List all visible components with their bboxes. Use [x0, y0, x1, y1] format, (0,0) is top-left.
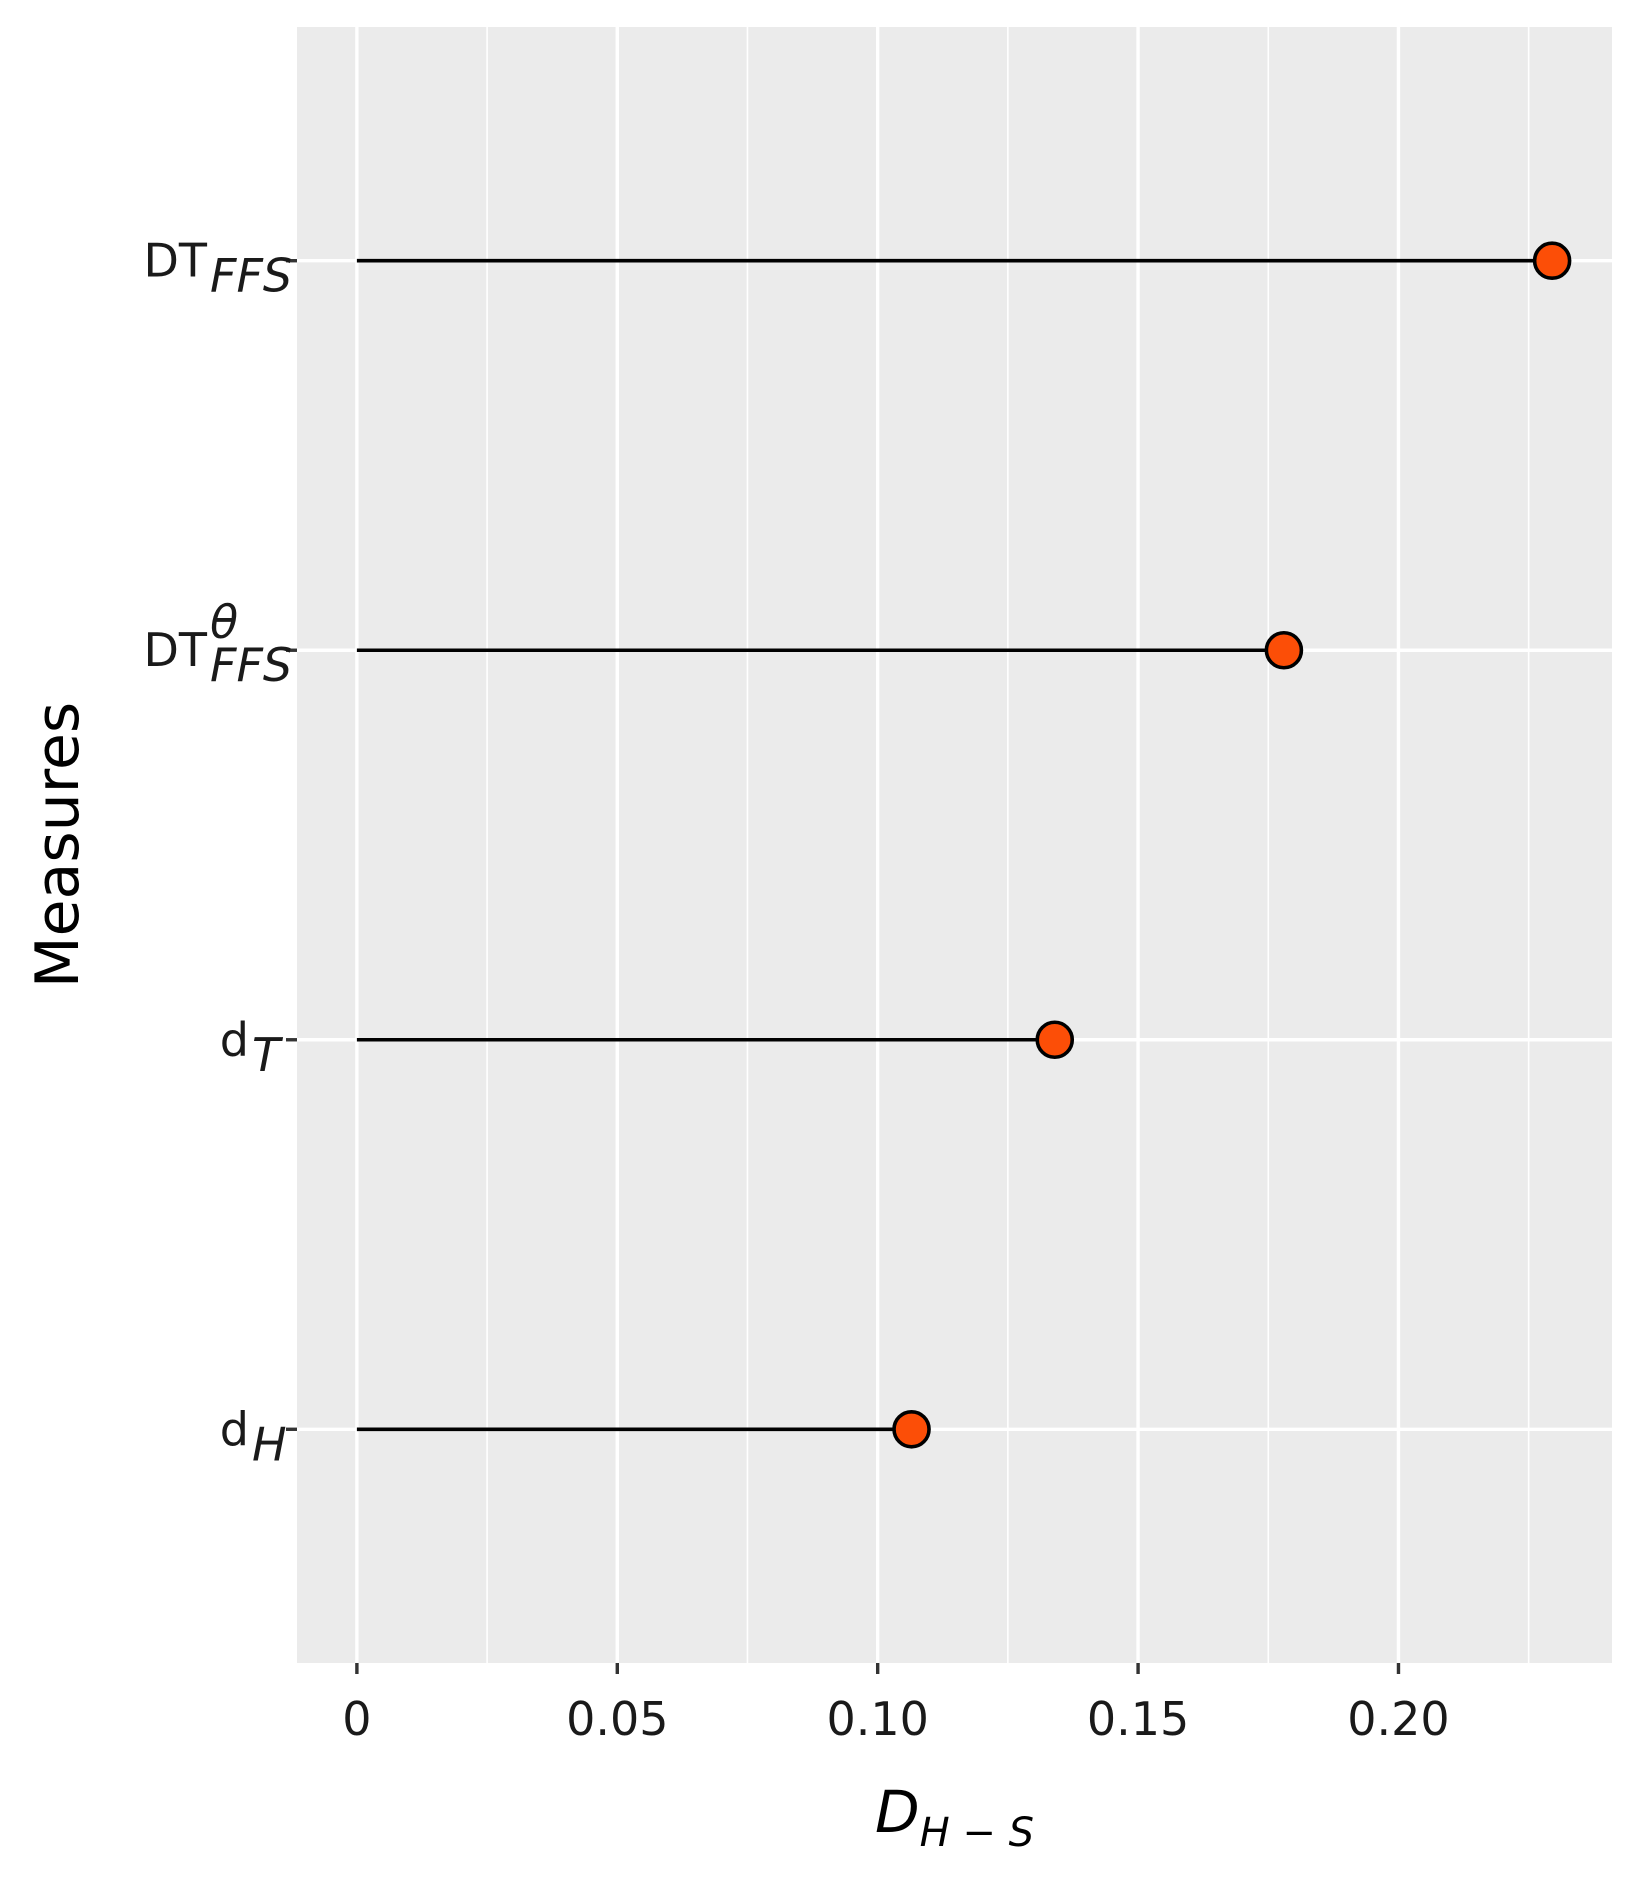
x-axis-title-sub: H − S — [920, 1810, 1034, 1856]
y-tick-label-subscript: FFS — [210, 638, 292, 692]
x-axis-title-main: D — [875, 1778, 920, 1846]
x-tick-label: 0.05 — [566, 1692, 668, 1746]
y-tick-label-superscript: θ — [210, 595, 238, 649]
y-tick-label-subscript: FFS — [210, 249, 292, 303]
y-tick-label-base: d — [220, 1402, 249, 1456]
x-tick-label: 0 — [342, 1692, 371, 1746]
y-axis-title: Measures — [23, 702, 93, 988]
data-point — [1264, 630, 1304, 670]
y-tick-label-base: DT — [143, 623, 207, 677]
x-axis: 0 0.05 0.10 0.15 0.20 — [342, 1663, 1450, 1746]
minor-gridlines — [486, 27, 1530, 1663]
x-tick-label: 0.10 — [826, 1692, 928, 1746]
x-tick-label: 0.15 — [1087, 1692, 1189, 1746]
y-tick-label-base: d — [220, 1013, 249, 1067]
points — [892, 241, 1572, 1449]
y-tick-label-subscript: H — [252, 1417, 287, 1471]
y-tick-label-subscript: T — [252, 1028, 284, 1082]
stems — [356, 258, 1553, 1432]
data-point — [1035, 1020, 1075, 1060]
plot-panel — [297, 27, 1612, 1663]
x-tick-label: 0.20 — [1347, 1692, 1449, 1746]
data-point — [892, 1409, 931, 1449]
y-tick-label-base: DT — [143, 234, 207, 288]
data-point — [1532, 241, 1572, 281]
y-tick-label: DT FFS — [143, 234, 292, 303]
x-axis-title: DH − S — [875, 1778, 1034, 1856]
